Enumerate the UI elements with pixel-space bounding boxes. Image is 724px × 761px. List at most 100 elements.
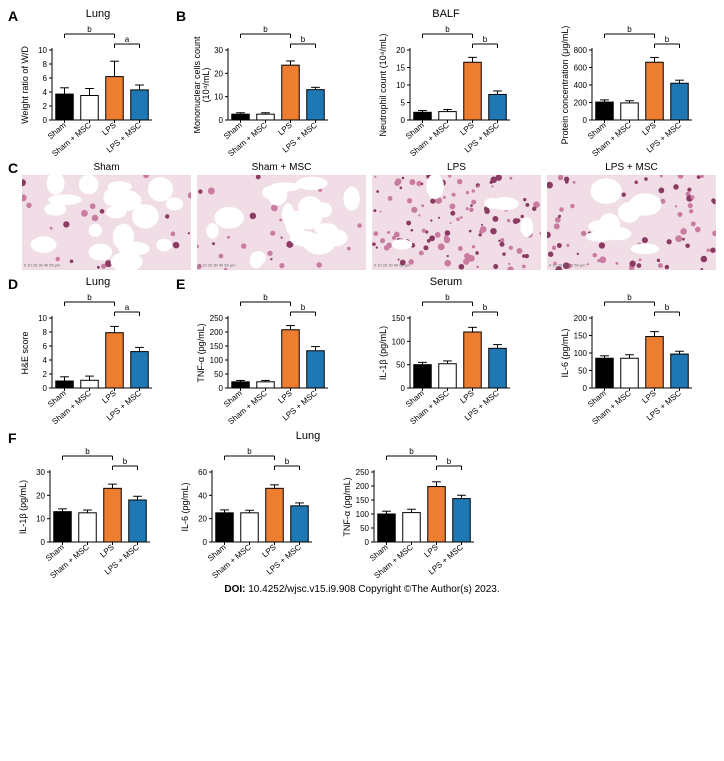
svg-text:8: 8 (43, 328, 48, 337)
svg-text:0 10 20 30 40 50 µm: 0 10 20 30 40 50 µm (549, 263, 586, 268)
svg-text:LPS: LPS (458, 121, 475, 138)
svg-text:20: 20 (36, 491, 45, 500)
svg-text:15: 15 (396, 64, 405, 73)
svg-text:0: 0 (219, 116, 224, 125)
svg-text:b: b (87, 25, 92, 34)
svg-text:b: b (263, 25, 268, 34)
svg-text:60: 60 (198, 468, 207, 477)
panel-A: A Lung 0246810ShamSham + MSCLPSLPS + MSC… (8, 8, 168, 156)
svg-text:50: 50 (214, 370, 223, 379)
svg-text:100: 100 (392, 337, 406, 346)
svg-text:LPS: LPS (458, 389, 475, 406)
svg-text:20: 20 (198, 515, 207, 524)
histology-row: Sham0 10 20 30 40 50 µmSham + MSC0 10 20… (22, 162, 716, 270)
svg-text:0: 0 (219, 384, 224, 393)
svg-text:b: b (445, 25, 450, 34)
svg-text:Sham: Sham (368, 542, 390, 563)
svg-text:150: 150 (210, 342, 224, 351)
svg-text:LPS: LPS (422, 543, 439, 560)
svg-text:TNF-α (pg/mL): TNF-α (pg/mL) (196, 323, 206, 382)
svg-text:5: 5 (401, 99, 406, 108)
svg-text:20: 20 (396, 46, 405, 55)
svg-text:b: b (87, 293, 92, 302)
svg-text:250: 250 (356, 468, 370, 477)
svg-text:400: 400 (574, 81, 588, 90)
svg-text:LPS: LPS (100, 389, 117, 406)
svg-text:0: 0 (41, 538, 46, 547)
title-A: Lung (28, 8, 168, 20)
svg-text:b: b (627, 25, 632, 34)
svg-text:b: b (263, 293, 268, 302)
svg-text:Weight ratio of W/D: Weight ratio of W/D (20, 46, 30, 124)
svg-text:4: 4 (43, 88, 48, 97)
svg-text:LPS: LPS (260, 543, 277, 560)
svg-text:2: 2 (43, 370, 48, 379)
histo-image: 0 10 20 30 40 50 µm (22, 175, 191, 270)
doi-label: DOI: (224, 584, 245, 595)
panel-label-E: E (176, 276, 185, 292)
svg-text:8: 8 (43, 60, 48, 69)
svg-text:b: b (285, 457, 290, 466)
histo-panel-0: Sham0 10 20 30 40 50 µm (22, 162, 191, 270)
svg-text:0: 0 (583, 116, 588, 125)
svg-text:Sham: Sham (404, 120, 426, 141)
svg-text:100: 100 (356, 510, 370, 519)
chart-balf-mono: 0102030ShamSham + MSCLPSLPS + MSCbbMonon… (194, 20, 334, 156)
svg-text:50: 50 (396, 361, 405, 370)
chart-serum-il1b: 050100150ShamSham + MSCLPSLPS + MSCbbIL-… (376, 288, 516, 424)
svg-text:b: b (301, 303, 306, 312)
svg-text:IL-6 (pg/mL): IL-6 (pg/mL) (560, 328, 570, 377)
svg-text:800: 800 (574, 46, 588, 55)
svg-text:H&E score: H&E score (20, 331, 30, 374)
svg-text:2: 2 (43, 102, 48, 111)
panel-label-D: D (8, 276, 18, 292)
svg-text:IL-6 (pg/mL): IL-6 (pg/mL) (180, 482, 190, 531)
svg-text:250: 250 (210, 314, 224, 323)
svg-text:10: 10 (38, 46, 47, 55)
svg-text:10: 10 (396, 81, 405, 90)
svg-text:Sham: Sham (206, 542, 228, 563)
svg-text:30: 30 (36, 468, 45, 477)
chart-balf-neutro: 05101520ShamSham + MSCLPSLPS + MSCbbNeut… (376, 20, 516, 156)
svg-text:b: b (445, 293, 450, 302)
svg-text:0: 0 (401, 384, 406, 393)
svg-text:6: 6 (43, 342, 48, 351)
svg-text:200: 200 (210, 328, 224, 337)
svg-text:30: 30 (214, 46, 223, 55)
histo-panel-1: Sham + MSC0 10 20 30 40 50 µm (197, 162, 366, 270)
svg-text:b: b (123, 457, 128, 466)
svg-text:b: b (409, 447, 414, 456)
title-F: Lung (208, 430, 408, 442)
panel-C: C Sham0 10 20 30 40 50 µmSham + MSC0 10 … (8, 162, 716, 270)
svg-text:LPS: LPS (98, 543, 115, 560)
chart-lung-il6: 0204060ShamSham + MSCLPSLPS + MSCbbIL-6 … (178, 442, 318, 578)
chart-lung-il1b: 0102030ShamSham + MSCLPSLPS + MSCbbIL-1β… (16, 442, 156, 578)
histo-title: LPS (372, 162, 541, 173)
svg-text:LPS: LPS (640, 121, 657, 138)
svg-text:0: 0 (401, 116, 406, 125)
svg-text:LPS: LPS (640, 389, 657, 406)
title-D: Lung (28, 276, 168, 288)
svg-text:600: 600 (574, 64, 588, 73)
svg-text:LPS: LPS (100, 121, 117, 138)
chart-lung-wd: 0246810ShamSham + MSCLPSLPS + MSCbaWeigh… (8, 20, 168, 156)
histo-image: 0 10 20 30 40 50 µm (547, 175, 716, 270)
svg-text:200: 200 (574, 99, 588, 108)
svg-text:b: b (665, 35, 670, 44)
svg-text:b: b (301, 35, 306, 44)
svg-text:TNF-α (pg/mL): TNF-α (pg/mL) (342, 477, 352, 536)
chart-serum-tnfa: 050100150200250ShamSham + MSCLPSLPS + MS… (194, 288, 334, 424)
svg-text:Neutrophil count (10⁴/mL): Neutrophil count (10⁴/mL) (378, 34, 388, 137)
svg-text:(10⁴/mL): (10⁴/mL) (201, 68, 211, 103)
svg-text:b: b (665, 303, 670, 312)
svg-text:100: 100 (574, 349, 588, 358)
histo-image: 0 10 20 30 40 50 µm (372, 175, 541, 270)
panel-D: D Lung 0246810ShamSham + MSCLPSLPS + MSC… (8, 276, 168, 424)
svg-text:20: 20 (214, 69, 223, 78)
panel-F: F Lung 0102030ShamSham + MSCLPSLPS + MSC… (8, 430, 716, 578)
svg-text:10: 10 (36, 515, 45, 524)
svg-text:Sham: Sham (586, 120, 608, 141)
svg-text:Sham: Sham (404, 388, 426, 409)
svg-text:0 10 20 30 40 50 µm: 0 10 20 30 40 50 µm (374, 263, 411, 268)
panel-label-B: B (176, 8, 186, 24)
